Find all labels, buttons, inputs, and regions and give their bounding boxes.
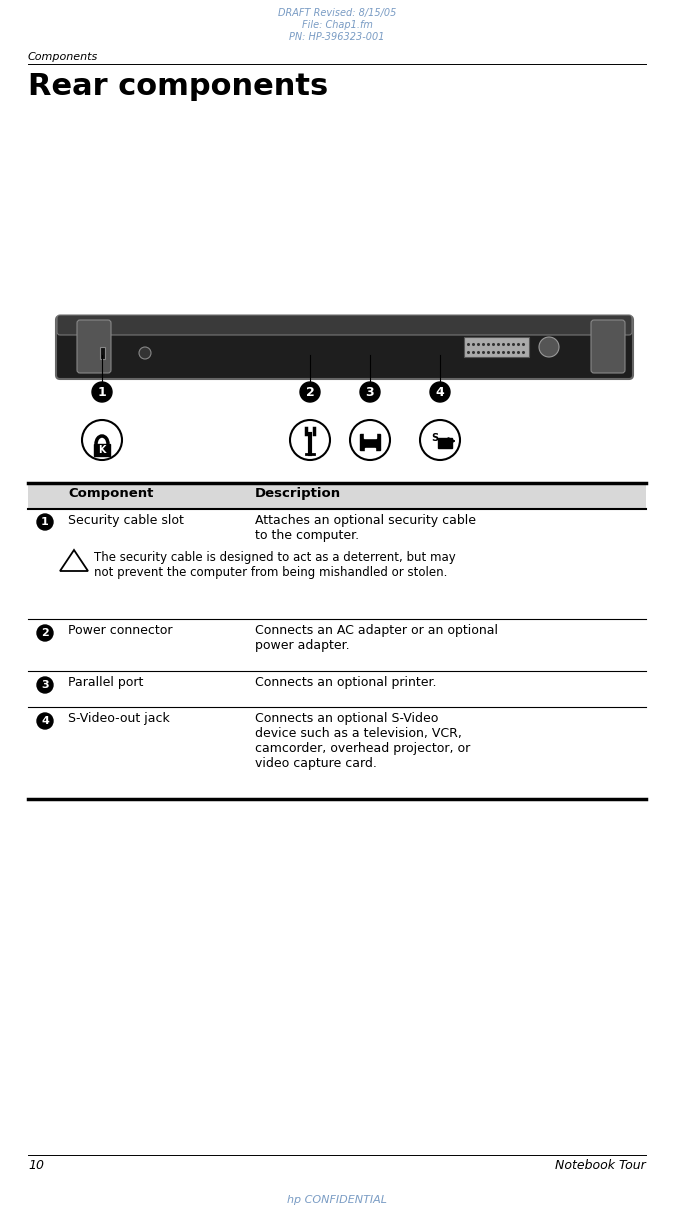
Text: S: S [431,433,439,443]
Bar [94,444,110,456]
Circle shape [539,337,559,357]
Circle shape [37,713,53,729]
Text: Parallel port: Parallel port [68,676,144,689]
Bar [365,448,375,454]
Text: 4: 4 [41,716,49,727]
Bar [28,483,646,509]
Text: 3: 3 [366,386,374,399]
Bar [438,438,452,448]
Circle shape [37,625,53,640]
Text: Connects an AC adapter or an optional
power adapter.: Connects an AC adapter or an optional po… [255,623,498,653]
Circle shape [360,382,380,402]
Text: S-Video-out jack: S-Video-out jack [68,712,170,725]
Text: hp CONFIDENTIAL: hp CONFIDENTIAL [287,1195,387,1205]
Text: Notebook Tour: Notebook Tour [555,1158,646,1172]
Bar [100,347,105,359]
Text: PN: HP-396323-001: PN: HP-396323-001 [289,32,385,42]
Text: 4: 4 [435,386,444,399]
Text: 3: 3 [41,680,49,690]
Bar [360,434,380,450]
FancyBboxPatch shape [77,320,111,374]
Text: 1: 1 [41,517,49,526]
Bar [364,432,376,438]
FancyBboxPatch shape [57,315,632,335]
Circle shape [92,382,112,402]
Text: 10: 10 [28,1158,44,1172]
Text: Component: Component [68,486,154,500]
Text: Connects an optional S-Video
device such as a television, VCR,
camcorder, overhe: Connects an optional S-Video device such… [255,712,470,770]
Bar [464,337,529,357]
Text: 1: 1 [98,386,106,399]
Text: Components: Components [28,52,98,62]
Text: Description: Description [255,486,341,500]
Circle shape [37,514,53,530]
FancyBboxPatch shape [591,320,625,374]
Text: Rear components: Rear components [28,72,328,101]
Text: File: Chap1.fm: File: Chap1.fm [301,19,373,30]
Text: Power connector: Power connector [68,623,173,637]
Text: Security cable slot: Security cable slot [68,514,184,526]
Text: Attaches an optional security cable
to the computer.: Attaches an optional security cable to t… [255,514,476,542]
Text: 2: 2 [41,628,49,638]
Circle shape [430,382,450,402]
Text: DRAFT Revised: 8/15/05: DRAFT Revised: 8/15/05 [278,8,396,18]
Circle shape [37,677,53,693]
FancyBboxPatch shape [56,317,633,378]
Circle shape [300,382,320,402]
Text: Connects an optional printer.: Connects an optional printer. [255,676,437,689]
Text: The security cable is designed to act as a deterrent, but may
not prevent the co: The security cable is designed to act as… [94,551,456,579]
Text: 2: 2 [305,386,314,399]
Text: K: K [98,445,106,455]
Circle shape [139,347,151,359]
